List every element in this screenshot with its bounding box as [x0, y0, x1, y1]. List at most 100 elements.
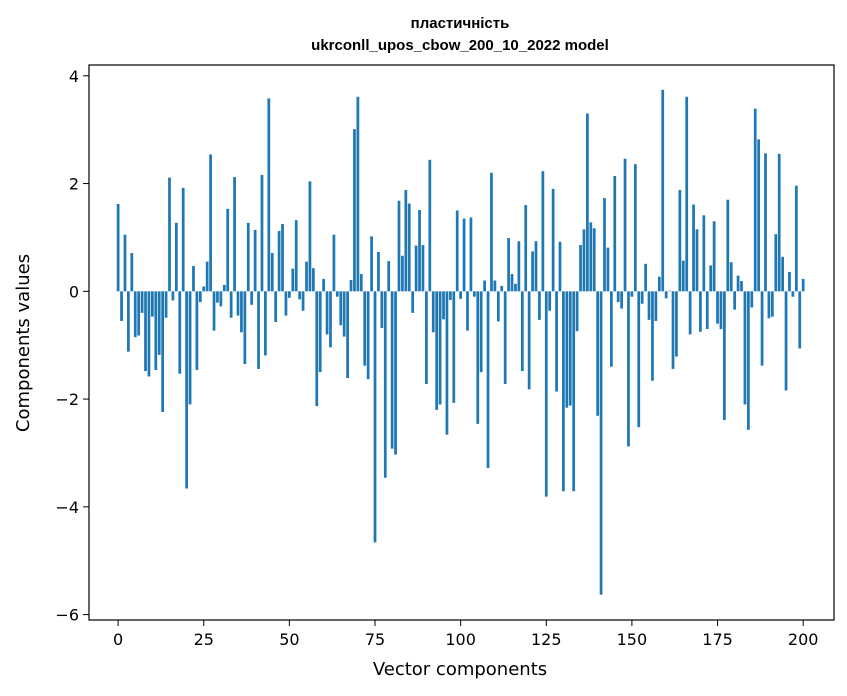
- bar-141: [599, 291, 603, 595]
- bar-178: [726, 199, 730, 292]
- bar-51: [291, 268, 295, 292]
- bar-57: [311, 268, 315, 292]
- bar-180: [733, 291, 737, 310]
- bar-39: [250, 291, 254, 305]
- bar-50: [288, 291, 291, 298]
- bar-62: [329, 291, 332, 348]
- bar-6: [137, 291, 141, 336]
- bar-83: [401, 255, 404, 292]
- bar-109: [490, 172, 493, 292]
- bar-110: [493, 280, 497, 292]
- bar-13: [161, 291, 165, 413]
- bar-161: [668, 290, 671, 292]
- bar-115: [510, 274, 514, 292]
- bar-147: [620, 291, 624, 309]
- bar-26: [205, 261, 209, 292]
- bar-61: [325, 291, 329, 335]
- x-tick-label: 150: [617, 630, 648, 649]
- x-tick-label: 0: [113, 630, 123, 649]
- bar-90: [425, 291, 428, 384]
- x-tick-label: 75: [365, 630, 385, 649]
- bar-97: [448, 291, 452, 300]
- bar-74: [370, 236, 373, 292]
- bar-77: [380, 291, 384, 328]
- bar-145: [613, 176, 617, 292]
- bar-106: [479, 291, 483, 373]
- bar-143: [606, 247, 610, 292]
- bar-199: [798, 291, 802, 349]
- bar-60: [322, 278, 326, 292]
- bar-69: [353, 129, 356, 292]
- bar-188: [760, 291, 764, 366]
- bar-95: [442, 291, 445, 320]
- bar-42: [260, 174, 264, 292]
- bar-196: [788, 271, 791, 292]
- bar-36: [240, 291, 243, 333]
- bar-162: [671, 291, 675, 369]
- bar-28: [212, 291, 216, 331]
- x-tick-label: 200: [788, 630, 819, 649]
- bar-68: [349, 279, 353, 292]
- bar-25: [202, 286, 206, 292]
- bar-24: [198, 291, 202, 303]
- bar-126: [548, 291, 552, 311]
- bar-8: [144, 291, 147, 372]
- bar-151: [633, 164, 637, 292]
- bar-160: [664, 291, 668, 299]
- bar-93: [435, 291, 439, 410]
- bar-5: [133, 291, 137, 338]
- bar-191: [770, 291, 774, 317]
- bar-53: [298, 291, 302, 300]
- bar-123: [538, 291, 541, 320]
- y-axis-label: Components values: [13, 254, 34, 432]
- bar-4: [130, 253, 134, 292]
- bar-165: [681, 260, 685, 292]
- x-axis-ticks: 0 25 50 75 100 125 150 175 200: [113, 620, 818, 649]
- bar-29: [216, 291, 219, 303]
- bar-15: [168, 177, 171, 292]
- chart-title-line-1: пластичність: [411, 15, 510, 32]
- bar-102: [466, 291, 469, 331]
- bar-135: [579, 244, 582, 292]
- bar-54: [301, 291, 305, 311]
- bar-150: [630, 291, 634, 297]
- bar-33: [229, 291, 233, 318]
- bar-184: [746, 291, 750, 430]
- bar-1: [120, 291, 123, 321]
- bar-64: [335, 291, 339, 297]
- y-tick-label: −2: [55, 390, 79, 409]
- y-tick-label: 4: [69, 67, 79, 86]
- bar-73: [366, 291, 370, 380]
- bar-66: [342, 291, 346, 337]
- bar-174: [712, 221, 716, 292]
- bar-163: [675, 291, 678, 357]
- bar-183: [743, 291, 747, 405]
- bar-79: [387, 261, 391, 292]
- bar-131: [565, 291, 569, 408]
- bar-104: [472, 291, 476, 297]
- bar-152: [637, 291, 641, 428]
- bar-35: [236, 291, 240, 316]
- bar-159: [661, 89, 665, 292]
- bar-34: [233, 177, 236, 292]
- bar-46: [274, 291, 278, 323]
- bar-7: [140, 291, 144, 313]
- x-tick-label: 50: [279, 630, 299, 649]
- bar-76: [377, 251, 380, 292]
- bar-200: [801, 278, 805, 292]
- bar-88: [418, 209, 421, 292]
- bar-189: [764, 153, 767, 292]
- bar-86: [411, 291, 415, 313]
- x-tick-label: 25: [194, 630, 214, 649]
- y-tick-label: 2: [69, 175, 79, 194]
- bar-129: [558, 241, 562, 292]
- bar-32: [226, 208, 230, 292]
- bar-65: [339, 291, 343, 326]
- bar-48: [281, 223, 284, 292]
- bar-198: [794, 185, 798, 292]
- y-tick-label: −6: [55, 606, 79, 625]
- bar-149: [627, 291, 630, 447]
- bar-164: [678, 190, 682, 292]
- bar-16: [171, 291, 175, 301]
